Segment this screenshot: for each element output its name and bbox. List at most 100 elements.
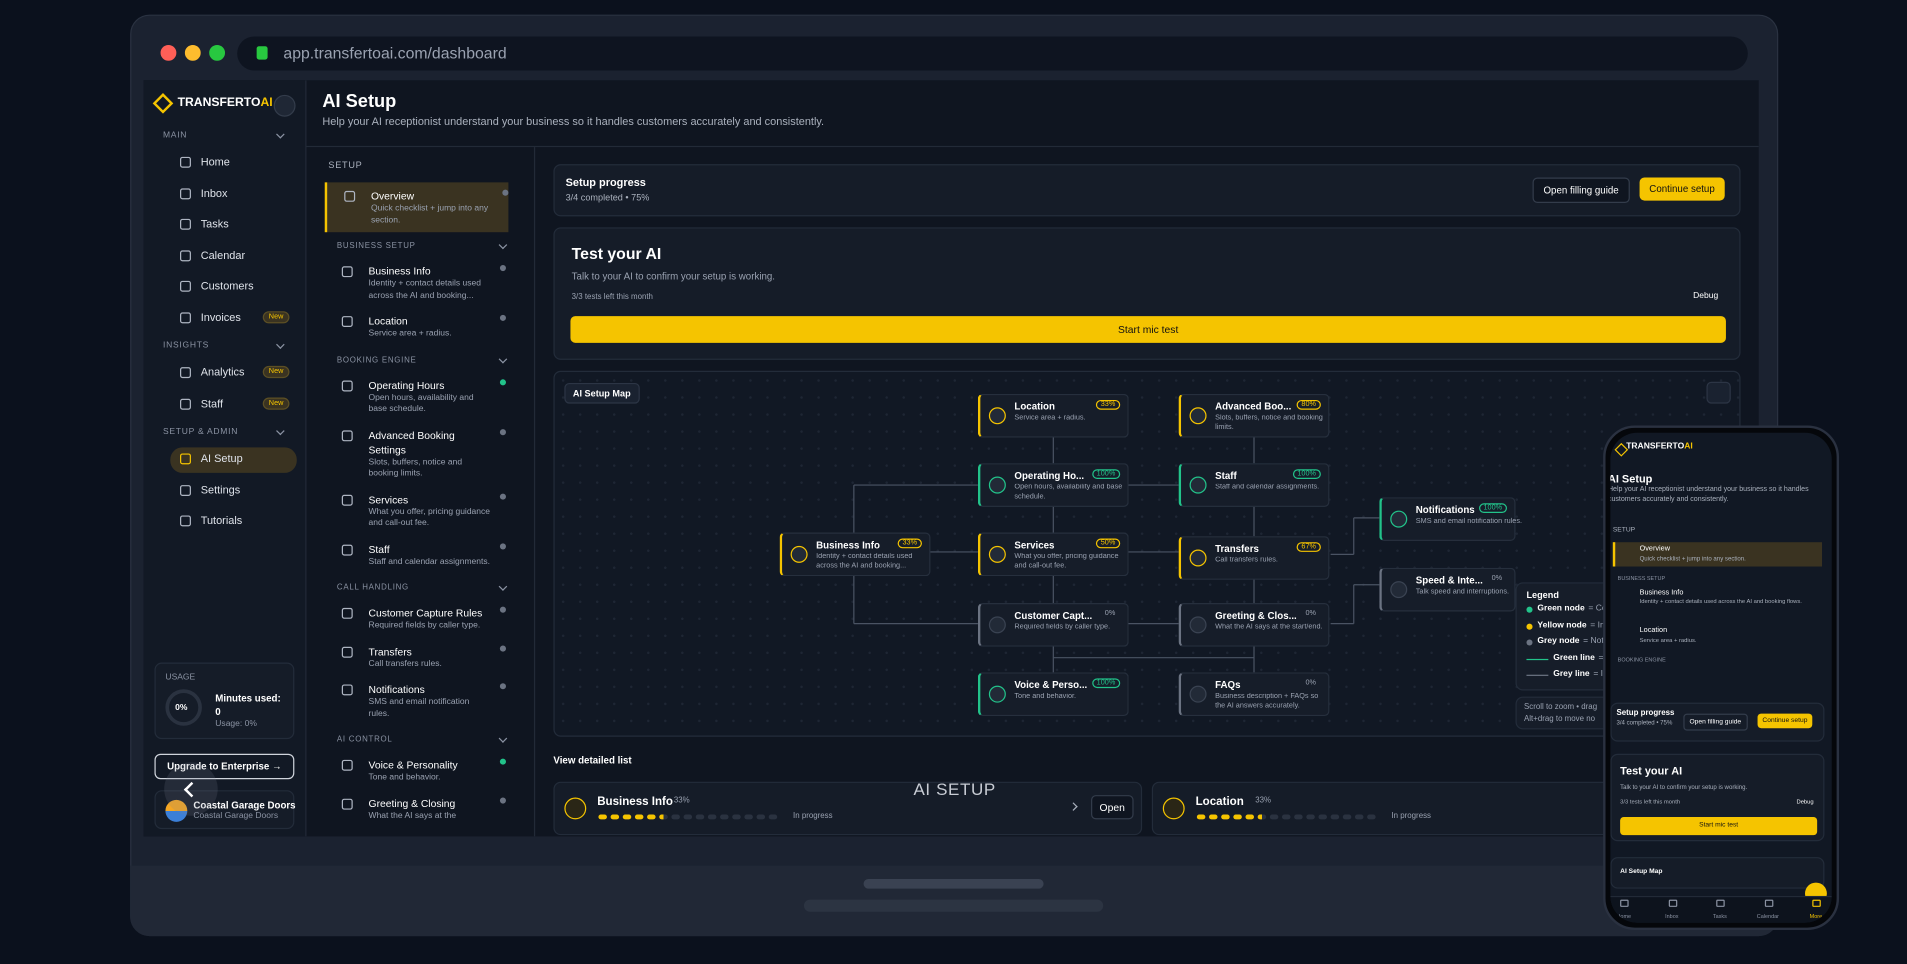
continue-button[interactable]: Continue setup: [1639, 177, 1725, 201]
setup-icon: [341, 684, 353, 696]
setup-item[interactable]: Overview Quick checklist + jump into any …: [324, 182, 509, 233]
map-node[interactable]: Business Info 33% Identity + contact detai…: [779, 532, 931, 577]
section-label: BUSINESS SETUP: [336, 241, 416, 251]
debug[interactable]: Debug: [1693, 291, 1719, 301]
setup-item[interactable]: Transfers Call transfers rules.: [325, 638, 509, 676]
phone-screen: TRANSFERTOAI AI Setup Help your AI recepti…: [1610, 432, 1832, 923]
setup-item-desc: Required fields by caller type.: [368, 621, 481, 630]
nav-item[interactable]: Home: [200, 155, 230, 168]
progress-segment: [647, 814, 656, 820]
upgrade-button[interactable]: Upgrade to Enterprise →: [154, 753, 295, 780]
back-overlay[interactable]: [164, 762, 218, 816]
node-desc: Service area + radius.: [1014, 414, 1086, 422]
continue-button[interactable]: Continue setup: [1757, 713, 1813, 729]
node-pct: 0%: [1305, 610, 1317, 618]
logo: [152, 93, 174, 114]
test-desc: Talk to your AI to confirm your setup is…: [1620, 784, 1748, 792]
map-node[interactable]: Notifications 100% SMS and email notificat…: [1379, 497, 1522, 541]
map-node[interactable]: Advanced Boo... 80% Slots, buffers, notice…: [1178, 393, 1330, 438]
legend-label: Green node: [1537, 604, 1585, 613]
setup-section: CALL HANDLING: [325, 582, 509, 599]
map-node[interactable]: Transfers 67% Call transfers rules.: [1178, 536, 1330, 580]
progress-segment: [1257, 814, 1267, 820]
setup-item-desc: Service area + radius.: [1639, 638, 1697, 645]
legend-text: = In: [1590, 620, 1605, 630]
setup-item[interactable]: Location Service area + radius.: [325, 308, 509, 346]
mic-button[interactable]: Start mic test: [1620, 816, 1818, 836]
map-node[interactable]: Speed & Inte... 0% Talk speed and interrup…: [1379, 567, 1516, 612]
setup-icon: [341, 759, 353, 771]
setup-item[interactable]: Customer Capture Rules Required fields by…: [325, 599, 509, 637]
node-desc: What you offer, pricing guidance and cal…: [1014, 553, 1119, 570]
debug[interactable]: Debug: [1796, 799, 1814, 807]
tab[interactable]: Tasks: [1712, 912, 1727, 920]
nav-item[interactable]: Tutorials: [200, 514, 243, 527]
progress-segment: [1367, 814, 1376, 820]
tab[interactable]: Home: [1616, 912, 1632, 920]
node-pct: 0%: [1104, 610, 1116, 618]
card-icon: [1162, 797, 1185, 820]
test-desc: Talk to your AI to confirm your setup is…: [571, 271, 776, 283]
setup-item[interactable]: Notifications SMS and email notification …: [325, 676, 509, 726]
map-node[interactable]: Location 33% Service area + radius.: [977, 393, 1129, 438]
avatar: [165, 799, 188, 822]
node-desc: SMS and email notification rules.: [1415, 517, 1523, 526]
expand-button[interactable]: [1706, 381, 1731, 404]
nav-item[interactable]: Inbox: [200, 186, 228, 199]
nav-item[interactable]: Customers: [200, 279, 254, 292]
setup-item-desc: Slots, buffers, notice and booking limit…: [368, 457, 463, 478]
setup-item-desc: Quick checklist + jump into any section.: [1639, 555, 1746, 563]
setup-item[interactable]: Overview Quick checklist + jump into any …: [1612, 542, 1823, 567]
nav-item[interactable]: Calendar: [200, 248, 246, 261]
map: AI Setup Map Location 33% Service area + ra…: [553, 370, 1741, 737]
tab[interactable]: Calendar: [1756, 912, 1779, 920]
mic-button[interactable]: Start mic test: [570, 316, 1726, 343]
nav-item[interactable]: Settings: [200, 483, 241, 496]
setup-item-desc: Identity + contact details used across t…: [368, 279, 481, 300]
guide-button[interactable]: Open filling guide: [1683, 713, 1748, 731]
setup-item[interactable]: Operating Hours Open hours, availability …: [325, 371, 509, 421]
tab[interactable]: More: [1809, 912, 1823, 920]
nav-item[interactable]: Invoices: [200, 310, 241, 323]
node-pct: 100%: [1292, 469, 1321, 479]
window-dot: [160, 44, 177, 61]
setup-item[interactable]: Business Info Identity + contact details …: [325, 258, 509, 308]
page-title: AI Setup: [1610, 472, 1653, 486]
open-button[interactable]: Open: [1091, 795, 1134, 820]
test-title: Test your AI: [571, 244, 662, 263]
nav-icon: [180, 484, 191, 496]
setup-item[interactable]: Greeting & Closing What the AI says at th…: [325, 790, 509, 828]
map-node[interactable]: Services 50% What you offer, pricing guida…: [977, 532, 1129, 577]
map-node[interactable]: Customer Capt... 0% Required fields by cal…: [977, 602, 1129, 647]
map-node[interactable]: FAQs 0% Business description + FAQs so the…: [1178, 672, 1330, 717]
setup-item[interactable]: Voice & Personality Tone and behavior.: [325, 751, 509, 789]
list-title[interactable]: View detailed list: [553, 754, 632, 766]
nav-item[interactable]: Tasks: [200, 217, 229, 230]
window-dot: [209, 44, 226, 61]
tab[interactable]: Inbox: [1665, 912, 1679, 920]
nav-item[interactable]: AI Setup: [200, 452, 243, 465]
nav-icon: [180, 311, 191, 323]
node-title: Location: [1014, 401, 1055, 413]
node-pct: 33%: [1095, 399, 1121, 410]
setup-item[interactable]: Advanced Booking Settings Slots, buffers,…: [325, 421, 509, 485]
page-subtitle: Help your AI receptionist understand you…: [1610, 486, 1809, 503]
minutes-label: Minutes used:: [215, 692, 281, 704]
map-node[interactable]: Voice & Perso... 100% Tone and behavior.: [977, 672, 1129, 717]
nav-item[interactable]: Staff: [200, 396, 224, 410]
legend-swatch: [1526, 674, 1549, 676]
guide-button[interactable]: Open filling guide: [1532, 177, 1630, 204]
setup-item[interactable]: Services What you offer, pricing guidance…: [325, 486, 509, 536]
nav-item[interactable]: Analytics: [200, 365, 245, 379]
node-title: Business Info: [816, 539, 880, 551]
setup-item-title: Business Info: [1639, 589, 1684, 597]
map-node[interactable]: Staff 100% Staff and calendar assignments.: [1178, 463, 1330, 507]
node-icon: [988, 476, 1006, 494]
map-node[interactable]: Greeting & Clos... 0% What the AI says at …: [1178, 602, 1330, 647]
map-node[interactable]: Operating Ho... 100% Open hours, availabil…: [977, 463, 1129, 507]
setup-item[interactable]: Staff Staff and calendar assignments.: [325, 536, 509, 574]
collapse-button[interactable]: [273, 94, 296, 117]
node-title: Transfers: [1215, 543, 1259, 555]
progress-summary: 3/4 completed • 75%: [565, 192, 650, 204]
